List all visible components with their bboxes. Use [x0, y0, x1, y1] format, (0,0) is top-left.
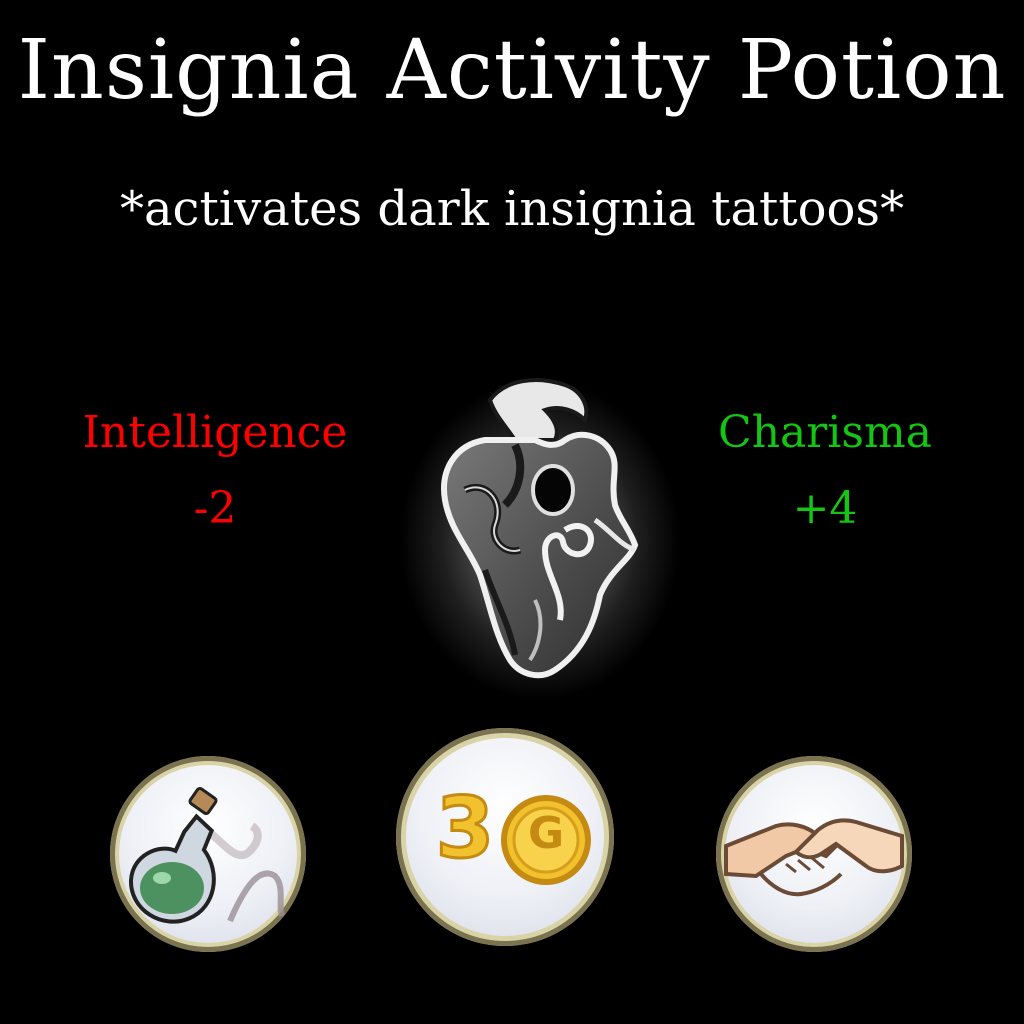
potion-flask-icon: [129, 786, 285, 924]
price-amount: 3: [434, 779, 495, 877]
intelligence-label: Intelligence: [82, 407, 348, 458]
gold-coin-icon: [501, 795, 591, 885]
price-currency: G: [527, 808, 565, 859]
price-badge: 3 G: [396, 728, 614, 946]
charisma-label: Charisma: [718, 407, 932, 458]
handshake-badge: [716, 756, 912, 952]
handshake-icon: [724, 818, 904, 897]
dark-insignia-heart-icon: [400, 378, 680, 700]
intelligence-stat: Intelligence -2: [45, 395, 385, 546]
charisma-stat: Charisma +4: [655, 395, 995, 546]
potion-badge: [110, 756, 306, 952]
charisma-value: +4: [792, 482, 858, 534]
intelligence-value: -2: [193, 482, 237, 534]
potion-title: Insignia Activity Potion: [17, 23, 1007, 118]
potion-subtitle: *activates dark insignia tattoos*: [119, 181, 905, 237]
